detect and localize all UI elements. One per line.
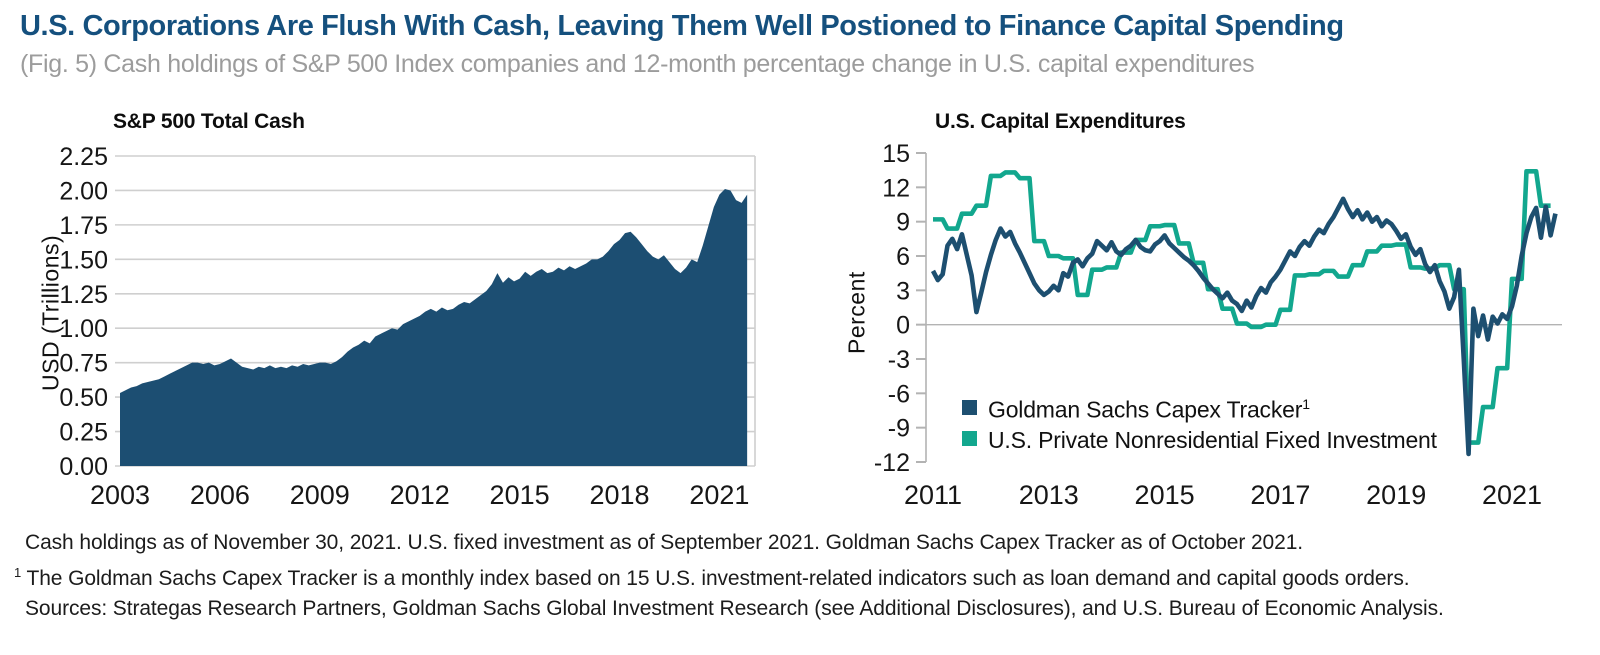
figure-title: U.S. Corporations Are Flush With Cash, L… [20, 10, 1344, 42]
footnote-as-of: Cash holdings as of November 30, 2021. U… [25, 531, 1304, 554]
capex-chart-svg: -12 -9 -6 -3 0 3 6 9 12 15 2011 2013 2015 2017 2019 202… [874, 140, 1562, 510]
svg-text:2012: 2012 [390, 480, 450, 510]
svg-text:2011: 2011 [904, 480, 962, 510]
cash-chart-svg: 0.00 0.25 0.50 0.75 1.00 1.25 1.50 1.75 2.00 2.25… [59, 143, 756, 510]
svg-text:-12: -12 [874, 449, 910, 477]
figure-footnotes: Cash holdings as of November 30, 2021. U… [14, 528, 1444, 624]
svg-text:2003: 2003 [90, 480, 150, 510]
capex-legend: Goldman Sachs Capex Tracker1 U.S. Privat… [962, 396, 1437, 458]
legend-item-fixed-investment: U.S. Private Nonresidential Fixed Invest… [962, 427, 1437, 458]
svg-text:2009: 2009 [290, 480, 350, 510]
footnote-sources: Sources: Strategas Research Partners, Go… [25, 597, 1444, 620]
fixed-investment-label: U.S. Private Nonresidential Fixed Invest… [988, 427, 1437, 453]
svg-text:0.50: 0.50 [59, 384, 108, 412]
svg-text:-3: -3 [888, 346, 910, 374]
fixed-investment-swatch-icon [962, 431, 977, 446]
svg-text:2013: 2013 [1019, 480, 1079, 510]
svg-text:1.50: 1.50 [59, 246, 108, 274]
svg-text:0.75: 0.75 [59, 350, 108, 378]
svg-text:2018: 2018 [589, 480, 649, 510]
svg-text:-6: -6 [888, 380, 910, 408]
svg-text:2006: 2006 [190, 480, 250, 510]
svg-text:2015: 2015 [1135, 480, 1195, 510]
svg-text:9: 9 [896, 209, 910, 237]
svg-text:0.00: 0.00 [59, 453, 108, 481]
svg-text:2021: 2021 [1482, 480, 1542, 510]
svg-text:1.25: 1.25 [59, 281, 108, 309]
svg-text:-9: -9 [888, 415, 910, 443]
svg-text:1.00: 1.00 [59, 315, 108, 343]
svg-text:2.25: 2.25 [59, 143, 108, 171]
svg-text:2017: 2017 [1250, 480, 1310, 510]
svg-text:3: 3 [896, 277, 910, 305]
svg-text:12: 12 [882, 174, 910, 202]
svg-text:2019: 2019 [1366, 480, 1426, 510]
svg-text:0: 0 [896, 312, 910, 340]
svg-text:0.25: 0.25 [59, 419, 108, 447]
svg-text:1.75: 1.75 [59, 212, 108, 240]
capex-chart-title: U.S. Capital Expenditures [935, 110, 1186, 133]
capex-tracker-swatch-icon [962, 400, 977, 415]
footnote-definition: 1 The Goldman Sachs Capex Tracker is a m… [14, 565, 1410, 590]
figure-subtitle: (Fig. 5) Cash holdings of S&P 500 Index … [20, 50, 1255, 78]
svg-text:6: 6 [896, 243, 910, 271]
svg-text:2.00: 2.00 [59, 177, 108, 205]
svg-text:2015: 2015 [490, 480, 550, 510]
capex-tracker-label: Goldman Sachs Capex Tracker1 [988, 396, 1310, 423]
svg-text:2021: 2021 [689, 480, 749, 510]
legend-item-capex-tracker: Goldman Sachs Capex Tracker1 [962, 396, 1437, 427]
svg-text:15: 15 [882, 140, 910, 168]
cash-chart-title: S&P 500 Total Cash [113, 110, 305, 133]
